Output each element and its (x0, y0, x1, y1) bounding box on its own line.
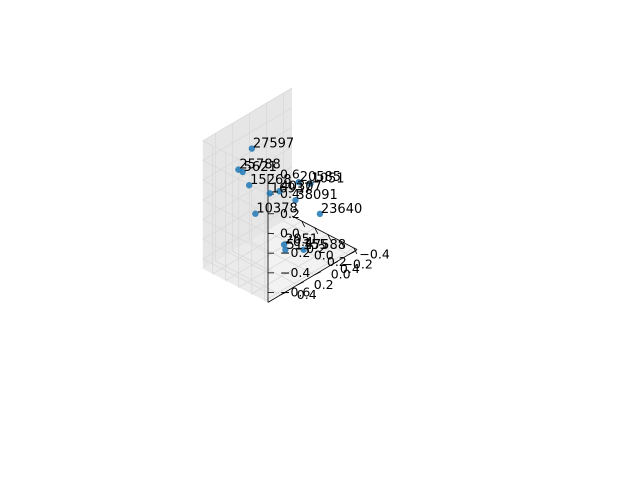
y-tick-mark (331, 261, 338, 266)
y-tick-mark (297, 281, 304, 286)
data-point (276, 188, 283, 195)
data-point-label: 23640 (321, 202, 362, 217)
y-grid-line (249, 113, 315, 276)
data-point-label: 16937 (271, 181, 312, 196)
z-tick-label: 0.2 (280, 206, 300, 221)
data-point-label: 27597 (253, 137, 294, 152)
x-grid-line (212, 145, 302, 275)
y-tick-mark (314, 271, 321, 276)
data-point-label: 25788 (239, 158, 280, 173)
z-grid-line (202, 146, 293, 234)
y-tick-mark (280, 291, 287, 296)
z-grid-line (202, 107, 293, 195)
axis-ticks: −0.4−0.20.00.20.4−0.4−0.20.00.20.4−0.6−0… (268, 166, 390, 302)
z-grid-line (202, 166, 293, 254)
x-grid-line (251, 166, 342, 295)
data-point (307, 180, 314, 187)
data-point-label: 40307 (280, 179, 321, 194)
y-grid-line (215, 133, 281, 296)
data-point (292, 196, 299, 204)
data-point (316, 210, 324, 218)
y-tick-label: −0.4 (359, 247, 389, 262)
data-point (280, 241, 288, 248)
x-tick-label: −0.4 (283, 234, 313, 249)
z-tick-label: −0.4 (280, 265, 310, 280)
data-point (248, 145, 256, 152)
data-point (245, 182, 253, 189)
x-tick-label: 0.4 (340, 261, 360, 276)
x-tick-mark (353, 247, 358, 255)
data-point-label: 38091 (296, 188, 337, 203)
x-grid-line (238, 159, 329, 288)
z-grid-line (202, 127, 293, 215)
z-tick-label: 0.6 (280, 166, 300, 181)
x-tick-mark (327, 234, 332, 241)
y-tick-mark (348, 251, 355, 255)
data-point (239, 168, 246, 176)
y-grid-line (232, 123, 298, 286)
y-tick-label: −0.2 (342, 257, 372, 272)
data-point (252, 210, 259, 217)
data-point-label: 15268 (250, 173, 291, 188)
y-tick-label: 0.2 (314, 277, 334, 292)
y-tick-label: 0.4 (297, 287, 317, 302)
data-point (266, 190, 273, 197)
x-grid-line (264, 172, 355, 302)
data-point-label: 20585 (300, 170, 341, 185)
z-grid-line (202, 87, 293, 175)
data-point-label: 47588 (305, 238, 346, 253)
data-point-label: 51155 (286, 238, 327, 253)
x-tick-mark (314, 227, 319, 234)
x-tick-mark (340, 241, 345, 248)
data-point-label: 1051 (311, 172, 344, 187)
data-point (300, 246, 307, 253)
data-point (295, 178, 302, 186)
data-point (282, 246, 289, 253)
data-point-label: 5621 (244, 160, 277, 175)
z-tick-label: 0.0 (280, 225, 300, 240)
z-grid-line (202, 186, 293, 274)
z-tick-label: −0.6 (280, 285, 310, 300)
data-points (235, 145, 324, 253)
data-point-label: 2051 (285, 233, 318, 248)
x-axis-line (291, 215, 358, 250)
data-point-label: 10378 (256, 202, 297, 217)
y-grid-line (283, 93, 349, 255)
x-tick-mark (301, 220, 306, 228)
side-pane (202, 88, 292, 269)
y-tick-label: 0.0 (331, 267, 351, 282)
x-tick-label: 0.0 (314, 247, 334, 262)
z-grid-line (202, 205, 293, 293)
y-grid-line (266, 103, 332, 266)
